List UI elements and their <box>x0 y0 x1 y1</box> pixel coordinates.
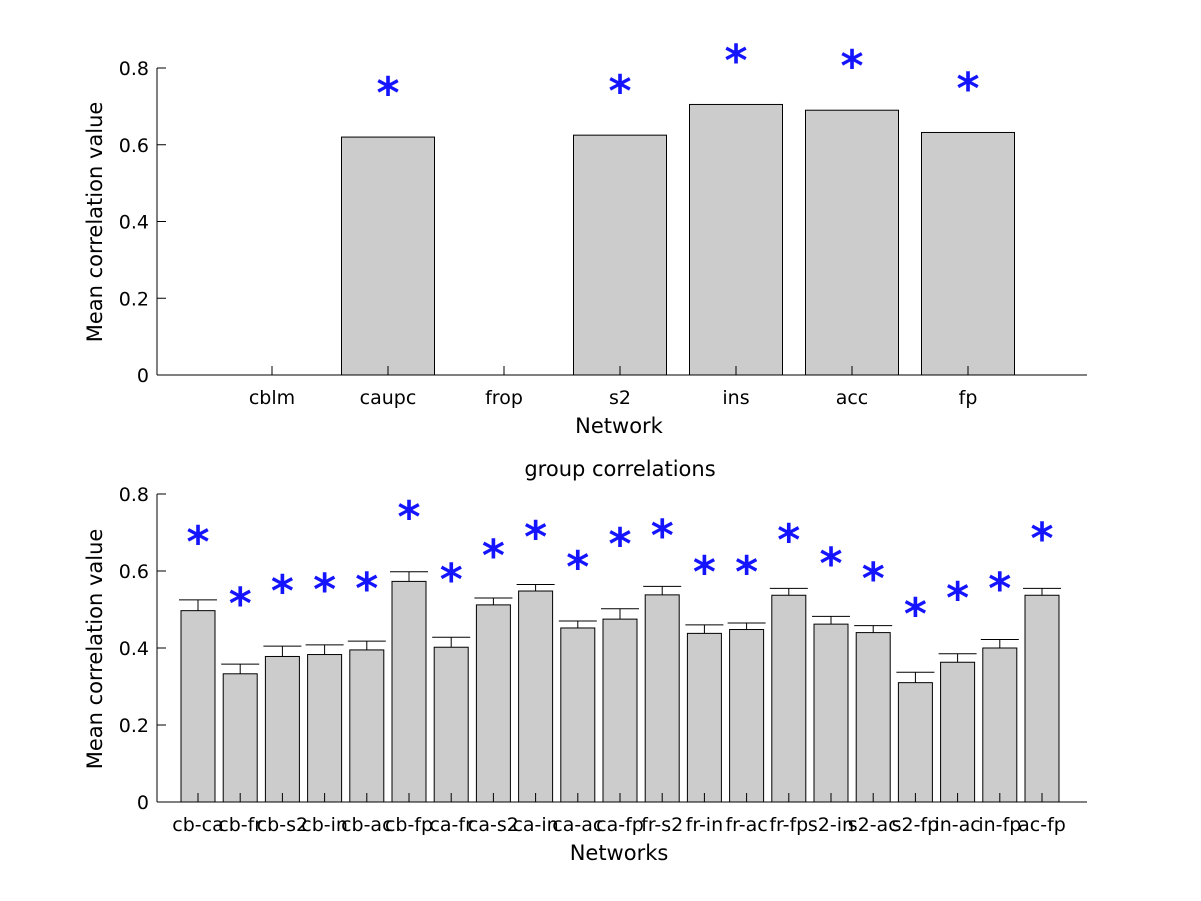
bottom-x-tick-label: cb-ac <box>341 814 392 836</box>
bottom-significance-marker: * <box>608 519 631 570</box>
bottom-significance-marker: * <box>271 566 294 617</box>
bottom-significance-marker: * <box>440 554 463 605</box>
top-x-tick-label: caupc <box>360 387 417 409</box>
bottom-bar <box>560 627 596 803</box>
bottom-significance-marker: * <box>566 542 589 593</box>
bottom-significance-marker: * <box>946 573 969 624</box>
top-significance-marker: * <box>840 41 863 92</box>
bottom-bar <box>729 629 765 803</box>
bottom-significance-marker: * <box>904 589 927 640</box>
bottom-significance-marker: * <box>693 547 716 598</box>
bottom-chart-xlabel: Networks <box>570 841 669 865</box>
top-bar <box>805 109 899 376</box>
bottom-significance-marker: * <box>524 512 547 563</box>
top-y-tick-label: 0.6 <box>119 135 149 157</box>
bottom-bar <box>391 580 427 803</box>
bottom-bar <box>897 682 933 803</box>
bottom-chart-title: group correlations <box>524 457 715 481</box>
bottom-bar <box>264 655 300 803</box>
bottom-significance-marker: * <box>988 563 1011 614</box>
bottom-x-tick-label: cb-fp <box>385 814 433 836</box>
bottom-significance-marker: * <box>313 564 336 615</box>
bottom-significance-marker: * <box>397 492 420 543</box>
bottom-significance-marker: * <box>355 563 378 614</box>
top-chart: Network Mean correlation value * * * * * 0 0.2… <box>83 35 1087 438</box>
bottom-bar <box>433 646 469 803</box>
bottom-significance-marker: * <box>1030 513 1053 564</box>
bottom-x-tick-label: s2-fp <box>892 814 940 836</box>
top-significance-marker: * <box>376 68 399 119</box>
top-bar <box>341 136 435 376</box>
top-bar <box>921 131 1015 376</box>
bottom-x-tick-label: ca-fp <box>596 814 644 836</box>
bottom-bar <box>1024 594 1060 803</box>
bottom-bar <box>644 594 680 803</box>
bottom-y-tick-label: 0 <box>137 792 149 814</box>
bottom-x-tick-label: fr-in <box>686 814 723 836</box>
top-y-tick-label: 0 <box>137 365 149 387</box>
bottom-bar <box>222 673 258 803</box>
top-x-tick-label: s2 <box>609 387 631 409</box>
bottom-bar <box>518 590 554 803</box>
top-significance-marker: * <box>724 35 747 86</box>
bottom-x-tick-label: in-ac <box>934 814 980 836</box>
top-x-tick-label: acc <box>836 387 869 409</box>
bottom-x-tick-label: fr-fp <box>769 814 808 836</box>
bottom-bar <box>686 632 722 803</box>
bottom-bar <box>602 618 638 803</box>
bottom-significance-marker: * <box>651 511 674 562</box>
bottom-significance-marker: * <box>777 515 800 566</box>
bottom-x-tick-label: cb-fr <box>218 814 262 836</box>
top-bar <box>689 103 783 376</box>
bottom-x-tick-label: cb-s2 <box>257 814 308 836</box>
bottom-x-tick-label: ac-fp <box>1018 814 1066 836</box>
bottom-y-tick-label: 0.4 <box>119 638 149 660</box>
bottom-bar <box>180 610 216 803</box>
bottom-y-tick-label: 0.2 <box>119 715 149 737</box>
top-x-tick-label: cblm <box>249 387 295 409</box>
top-chart-ylabel: Mean correlation value <box>83 102 107 343</box>
bottom-significance-marker: * <box>735 547 758 598</box>
bottom-x-tick-label: fr-ac <box>725 814 767 836</box>
bottom-bar <box>475 604 511 803</box>
bottom-bar <box>982 647 1018 803</box>
bottom-x-tick-label: in-fp <box>978 814 1021 836</box>
bottom-bar <box>349 649 385 803</box>
bottom-chart-ylabel: Mean correlation value <box>83 529 107 770</box>
top-significance-marker: * <box>956 63 979 114</box>
bottom-significance-marker: * <box>229 579 252 630</box>
bottom-x-tick-label: s2-in <box>808 814 854 836</box>
bottom-y-tick-label: 0.6 <box>119 561 149 583</box>
top-chart-xlabel: Network <box>575 414 664 438</box>
bottom-x-tick-label: cb-ca <box>172 814 223 836</box>
bottom-significance-marker: * <box>186 517 209 568</box>
bottom-x-tick-label: fr-s2 <box>641 814 683 836</box>
top-x-tick-label: ins <box>722 387 749 409</box>
bottom-significance-marker: * <box>482 531 505 582</box>
top-y-tick-label: 0.2 <box>119 288 149 310</box>
bottom-x-tick-label: ca-s2 <box>468 814 519 836</box>
bottom-bar <box>940 661 976 803</box>
bottom-x-tick-label: cb-in <box>301 814 348 836</box>
top-y-tick-label: 0.4 <box>119 212 149 234</box>
top-x-tick-label: fp <box>959 387 978 409</box>
top-significance-marker: * <box>608 66 631 117</box>
bottom-x-tick-label: ca-in <box>512 814 558 836</box>
bottom-bar <box>771 594 807 803</box>
bottom-x-tick-label: ca-ac <box>552 814 603 836</box>
bottom-bar <box>855 632 891 803</box>
top-bar <box>573 134 667 376</box>
bottom-significance-marker: * <box>862 554 885 605</box>
bottom-y-tick-label: 0.8 <box>119 484 149 506</box>
bottom-significance-marker: * <box>819 538 842 589</box>
bottom-x-tick-label: ca-fr <box>429 814 473 836</box>
bottom-chart: group correlations Networks Mean correla… <box>83 457 1087 865</box>
top-y-tick-label: 0.8 <box>119 58 149 80</box>
top-x-tick-label: frop <box>485 387 523 409</box>
bottom-bar <box>307 654 343 803</box>
bottom-bar <box>813 623 849 803</box>
bottom-x-tick-label: s2-ac <box>848 814 899 836</box>
